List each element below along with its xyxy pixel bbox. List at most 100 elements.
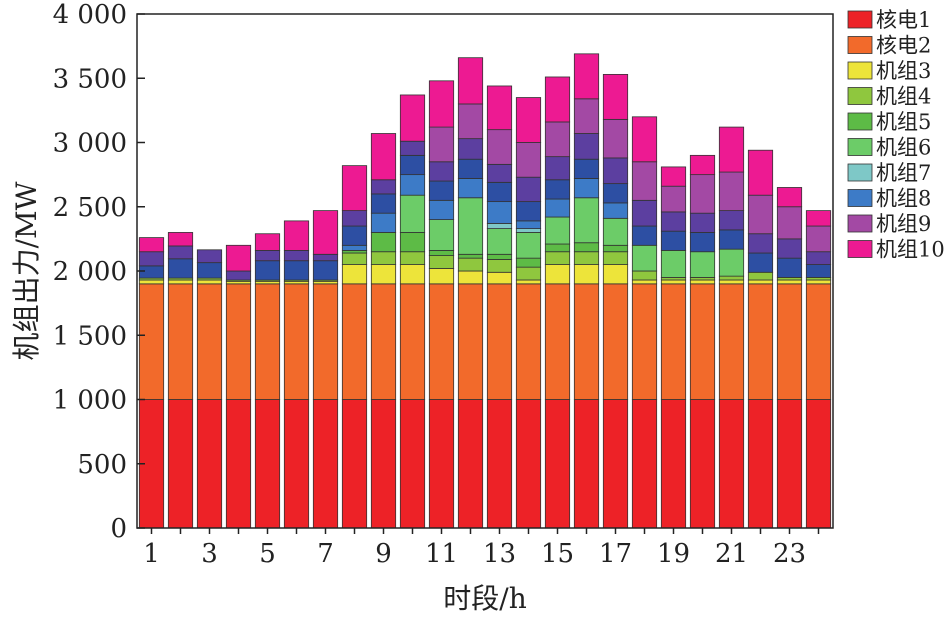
bar-segment-t15-s8: [544, 198, 571, 218]
bar-segment-t12-s12: [457, 57, 484, 105]
bar-segment-t11-s6: [428, 219, 455, 251]
bar-segment-t20-s12: [689, 154, 716, 176]
bar-segment-t15-s5: [544, 243, 571, 253]
x-axis-title: 时段/h: [443, 582, 526, 615]
bar-segment-t24-s3: [805, 279, 832, 285]
bar-segment-t5-s9: [254, 260, 281, 281]
bar-segment-t9-s2: [370, 283, 397, 400]
bar-segment-t19-s9: [660, 230, 687, 251]
bar-segment-t24-s10: [805, 251, 832, 265]
bar-segment-t8-s3: [341, 264, 368, 285]
bar-segment-t13-s6: [486, 228, 513, 255]
x-axis: 1 3 5 7 9 11 13 15 17 19 21 23: [143, 528, 820, 569]
bar-segment-t12-s9: [457, 158, 484, 179]
bar-segment-t10-s1: [399, 399, 426, 529]
bar-segment-t12-s6: [457, 197, 484, 255]
bar-segment-t10-s6: [399, 194, 426, 233]
bar-segment-t20-s9: [689, 232, 716, 253]
bar-segment-t14-s5: [515, 257, 542, 268]
bar-segment-t11-s8: [428, 199, 455, 220]
legend-swatch: [847, 10, 873, 29]
bar-segment-t2-s9: [167, 258, 194, 279]
legend-label: 核电1: [876, 8, 931, 32]
legend-swatch: [847, 214, 873, 233]
bar-segment-t8-s10: [341, 210, 368, 227]
bar-segment-t22-s12: [747, 149, 774, 196]
bar-segment-t15-s2: [544, 283, 571, 400]
bar-segment-t16-s3: [573, 264, 600, 285]
y-tick-label: 1 000: [53, 386, 127, 416]
bar-segment-t11-s3: [428, 268, 455, 285]
bar-segment-t16-s5: [573, 242, 600, 253]
bar-segment-t3-s9: [196, 262, 223, 279]
legend-swatch: [847, 163, 873, 182]
bar-segment-t13-s7: [486, 223, 513, 229]
bar-segment-t24-s11: [805, 225, 832, 253]
bar-segment-t16-s9: [573, 158, 600, 179]
bar-segment-t13-s10: [486, 163, 513, 183]
bar-segment-t12-s2: [457, 283, 484, 400]
bar-segment-t21-s6: [718, 248, 745, 277]
bar-segment-t9-s12: [370, 133, 397, 181]
legend-label: 机组6: [876, 136, 931, 160]
bar-segment-t12-s1: [457, 399, 484, 529]
bar-segment-t2-s1: [167, 399, 194, 529]
bar-segment-t6-s12: [283, 220, 310, 251]
bar-segment-t1-s10: [138, 251, 165, 267]
bar-segment-t18-s1: [631, 399, 658, 529]
bar-segment-t16-s11: [573, 98, 600, 134]
legend-swatch: [847, 189, 873, 207]
bar-segment-t17-s11: [602, 118, 629, 159]
bar-segment-t18-s10: [631, 199, 658, 227]
bar-segment-t11-s11: [428, 126, 455, 163]
bar-segment-t5-s2: [254, 283, 281, 400]
bar-segment-t13-s8: [486, 201, 513, 224]
bar-segment-t20-s2: [689, 283, 716, 400]
bar-segment-t15-s3: [544, 264, 571, 285]
bar-segment-t18-s12: [631, 116, 658, 163]
bar-segment-t23-s9: [776, 257, 803, 278]
bar-segment-t6-s10: [283, 250, 310, 262]
legend-swatch: [847, 61, 873, 80]
bar-segment-t14-s12: [515, 97, 542, 143]
bar-segment-t14-s4: [515, 266, 542, 281]
legend-swatch: [847, 138, 873, 156]
bar-segment-t10-s9: [399, 154, 426, 176]
y-tick-label: 2 000: [53, 257, 127, 287]
bar-segment-t2-s12: [167, 232, 194, 247]
bar-segment-t14-s1: [515, 399, 542, 529]
bar-segment-t12-s11: [457, 103, 484, 140]
bar-segment-t18-s6: [631, 244, 658, 272]
bar-segment-t24-s9: [805, 264, 832, 278]
bar-segment-t16-s1: [573, 399, 600, 529]
bar-segment-t6-s1: [283, 399, 310, 529]
legend-swatch: [847, 240, 873, 258]
bar-segment-t17-s1: [602, 399, 629, 529]
bar-segment-t9-s10: [370, 179, 397, 195]
bar-segment-t24-s1: [805, 399, 832, 529]
bar-segment-t5-s1: [254, 399, 281, 529]
bar-segment-t8-s9: [341, 225, 368, 246]
bar-segment-t7-s12: [312, 210, 339, 255]
bar-segment-t10-s4: [399, 251, 426, 265]
bar-segment-t9-s4: [370, 251, 397, 265]
legend-label: 机组5: [876, 110, 931, 134]
bar-segment-t17-s9: [602, 183, 629, 204]
bar-segment-t19-s11: [660, 185, 687, 213]
bar-segment-t12-s5: [457, 253, 484, 259]
bar-segment-t10-s5: [399, 232, 426, 253]
bar-segment-t5-s12: [254, 233, 281, 251]
bar-segment-t16-s4: [573, 251, 600, 265]
bar-segment-t21-s12: [718, 126, 745, 173]
y-tick-label: 2 500: [53, 193, 127, 223]
bar-segment-t11-s9: [428, 180, 455, 201]
bar-segment-t2-s10: [167, 245, 194, 260]
bar-segment-t14-s9: [515, 201, 542, 222]
bar-segment-t17-s2: [602, 283, 629, 400]
bar-segment-t18-s4: [631, 270, 658, 281]
bar-segment-t20-s3: [689, 279, 716, 285]
bar-segment-t9-s5: [370, 232, 397, 253]
x-tick-label: 23: [773, 539, 806, 569]
bar-segment-t21-s9: [718, 229, 745, 250]
